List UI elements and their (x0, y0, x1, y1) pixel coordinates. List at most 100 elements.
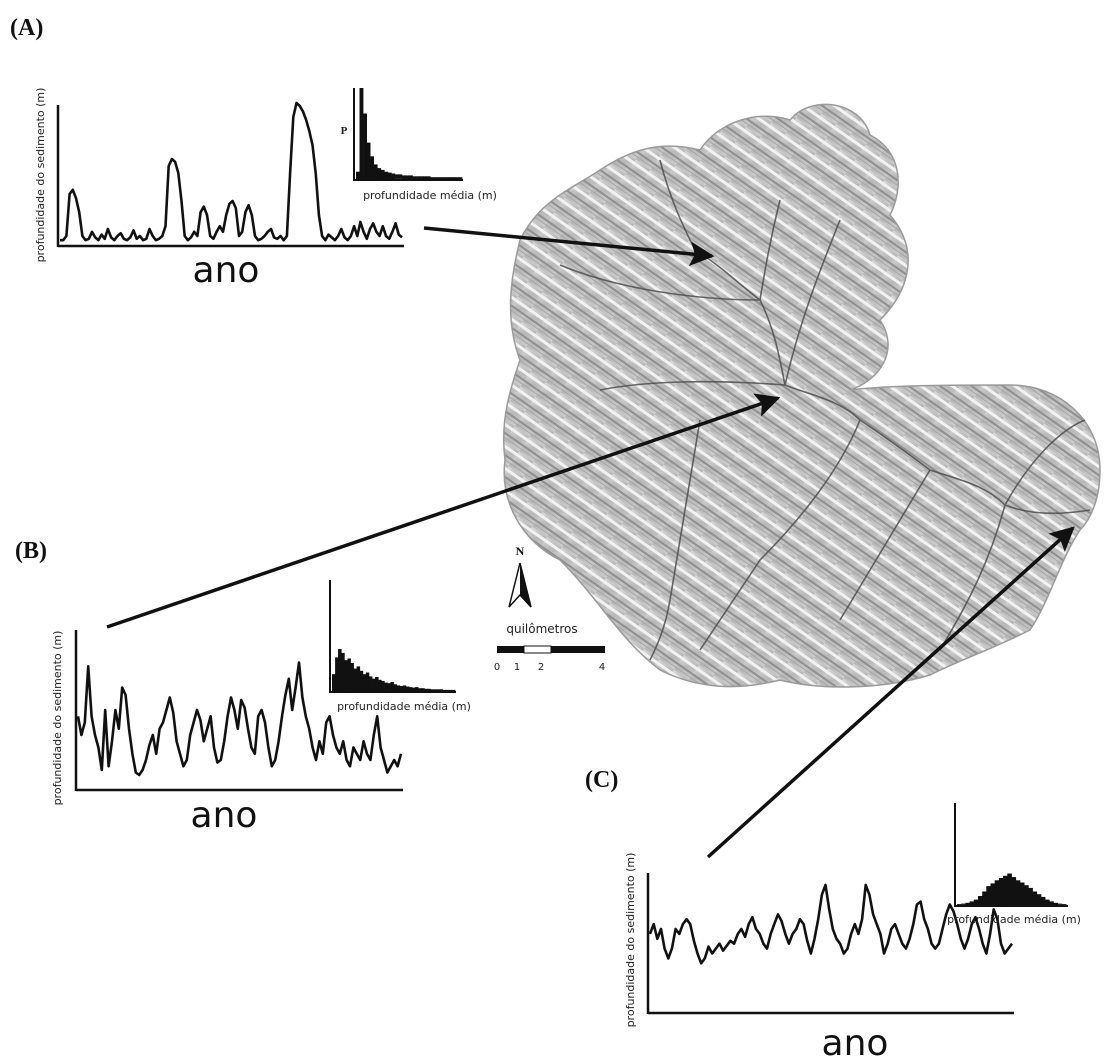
histogram-bar (430, 689, 434, 691)
river-network (559, 159, 1091, 661)
histogram-bar (433, 689, 437, 691)
sediment-depth-series-line (76, 661, 403, 777)
histogram-bar (1028, 887, 1033, 905)
histogram-bar (356, 171, 360, 179)
histogram-bar (384, 171, 389, 179)
river-tributary (759, 199, 781, 301)
histogram-bar (373, 164, 378, 179)
scale-tick-label: 2 (538, 662, 544, 673)
histogram-bar (401, 175, 406, 179)
time-series-plot (646, 873, 1014, 1015)
histogram-bar (350, 663, 354, 691)
panel-c: (C) profundidade do sedimento (m) ano pr… (585, 767, 1081, 1061)
histogram-bar (1049, 901, 1054, 905)
histogram-bar (439, 689, 444, 691)
histogram-bar (447, 177, 452, 179)
panel-letter: (C) (585, 767, 618, 793)
scale-tick-label: 4 (599, 662, 605, 673)
histogram-bar (353, 668, 357, 691)
hist-bar-group (957, 873, 1067, 906)
histogram-bar (1036, 894, 1042, 905)
histogram-bar (451, 177, 456, 179)
x-axis-label: ano (193, 250, 260, 291)
histogram-bar (1019, 882, 1025, 905)
histogram-bar (421, 688, 425, 691)
hist-x-label: profundidade média (m) (337, 700, 471, 713)
arrow-c (706, 526, 1075, 859)
river-tributary (1004, 419, 1086, 506)
histogram-bar (335, 657, 339, 691)
series-line-group (76, 661, 403, 777)
scale-tick-label: 0 (494, 662, 500, 673)
hist-bar-group (332, 649, 456, 691)
histogram-bar (982, 891, 987, 905)
y-axis-label: profundidade do sedimento (m) (34, 88, 47, 263)
histogram-bar (426, 176, 431, 179)
histogram-bar (393, 684, 397, 691)
hist-x-label: profundidade média (m) (947, 913, 1081, 926)
histogram-bar (418, 688, 422, 691)
histogram-bar (387, 172, 392, 179)
panel-a: (A) profundidade do sedimento (m) ano P … (10, 15, 497, 291)
histogram-bar (423, 176, 427, 179)
histogram-bar (377, 168, 382, 179)
histogram-bar (411, 687, 416, 691)
scale-segment (551, 646, 605, 653)
sediment-depth-series-line (60, 101, 403, 242)
histogram-bar (396, 685, 401, 691)
panel-letter: (B) (15, 538, 47, 564)
histogram-bar (344, 660, 348, 691)
histogram-bar (362, 674, 367, 691)
series-line-group (60, 101, 403, 242)
histogram-bar (965, 902, 970, 906)
histogram-bar (332, 674, 336, 691)
histogram-bar (341, 652, 345, 691)
river-tributary (699, 419, 861, 651)
watershed-relief (502, 103, 1101, 688)
north-arrow-half (520, 563, 531, 607)
histogram-bar (419, 176, 424, 179)
histogram-bar (451, 689, 456, 691)
watershed-map (502, 103, 1101, 688)
series-line-group (648, 883, 1014, 965)
river-tributary (599, 380, 786, 391)
histogram-bar (412, 176, 417, 179)
histogram-bar (390, 682, 394, 691)
histogram-bar (416, 176, 420, 179)
histogram-bar (1045, 899, 1050, 905)
histogram-bar (1057, 903, 1063, 905)
histogram-bar (437, 177, 442, 179)
histogram-bar (370, 156, 374, 180)
histogram-bar (1015, 880, 1021, 906)
histogram-inset: P profundidade média (m) (341, 88, 497, 202)
histogram-bar (366, 142, 371, 179)
histogram-bar (990, 883, 996, 905)
histogram-bar (998, 878, 1004, 905)
histogram-bar (363, 113, 367, 179)
histogram-bar (957, 904, 962, 905)
river-tributary (939, 504, 1006, 651)
histogram-bar (381, 680, 385, 691)
histogram-bar (458, 177, 463, 179)
histogram-bar (359, 88, 364, 179)
histogram-bar (356, 666, 361, 691)
histogram-bar (405, 686, 410, 691)
histogram-bar (399, 686, 404, 691)
panel-letter: (A) (10, 15, 43, 41)
scale-tick-label: 1 (514, 662, 520, 673)
panel-b: (B) profundidade do sedimento (m) ano pr… (15, 538, 471, 836)
scale-bar: quilômetros 0 1 2 4 (494, 622, 605, 673)
histogram-bar (408, 687, 413, 691)
histogram-bar (454, 177, 459, 179)
hist-y-label: P (341, 125, 348, 137)
histogram-bar (380, 169, 385, 179)
histogram-bar (1011, 877, 1017, 905)
histogram-bar (445, 689, 450, 691)
north-arrow: N (508, 544, 532, 608)
scale-segment (497, 646, 524, 653)
histogram-bar (405, 175, 410, 179)
histogram-bar (387, 683, 391, 691)
histogram-bar (1003, 875, 1008, 906)
hist-x-label: profundidade média (m) (363, 189, 497, 202)
